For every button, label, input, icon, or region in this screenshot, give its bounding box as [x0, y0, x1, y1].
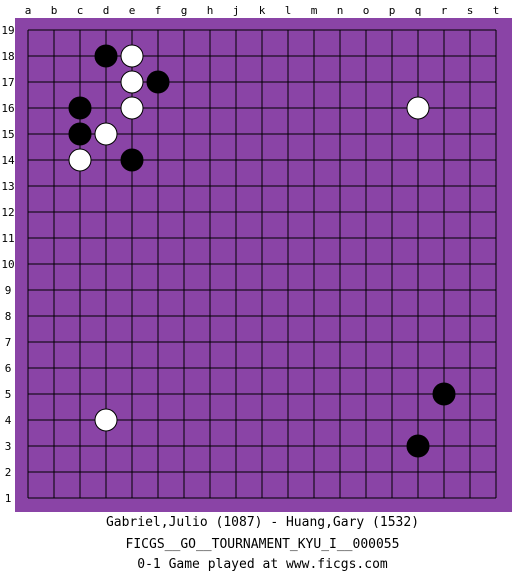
row-label: 3: [5, 440, 12, 453]
white-stone-e18: [120, 44, 144, 68]
column-label: d: [103, 4, 110, 17]
black-stone-d18: [94, 44, 118, 68]
column-label: q: [415, 4, 422, 17]
row-label: 13: [1, 180, 14, 193]
row-label: 8: [5, 310, 12, 323]
result-caption: 0-1 Game played at www.ficgs.com: [137, 557, 388, 572]
column-label: f: [155, 4, 162, 17]
row-label: 19: [1, 24, 14, 37]
row-label: 1: [5, 492, 12, 505]
column-label: p: [389, 4, 396, 17]
players-caption: Gabriel,Julio (1087) - Huang,Gary (1532): [105, 515, 420, 530]
white-stone-e16: [120, 96, 144, 120]
column-label: h: [207, 4, 214, 17]
row-label: 2: [5, 466, 12, 479]
column-label: e: [129, 4, 136, 17]
column-label: k: [259, 4, 266, 17]
black-stone-c16: [68, 96, 92, 120]
column-label: o: [363, 4, 370, 17]
white-stone-c14: [68, 148, 92, 172]
column-label: n: [337, 4, 344, 17]
column-label: m: [311, 4, 318, 17]
column-label: b: [51, 4, 58, 17]
black-stone-r5: [432, 382, 456, 406]
row-label: 9: [5, 284, 12, 297]
go-board: a b c d e f g h j k l m n o p q r s t191817161514131211109…: [1, 4, 512, 512]
column-label: s: [467, 4, 474, 17]
row-label: 7: [5, 336, 12, 349]
row-label: 5: [5, 388, 12, 401]
event-caption: FICGS__GO__TOURNAMENT_KYU_I__000055: [125, 537, 400, 552]
row-label: 18: [1, 50, 14, 63]
black-stone-f17: [146, 70, 170, 94]
black-stone-c15: [68, 122, 92, 146]
board-panel: [15, 18, 512, 512]
column-label: l: [285, 4, 292, 17]
row-label: 10: [1, 258, 14, 271]
white-stone-e17: [120, 70, 144, 94]
row-label: 17: [1, 76, 14, 89]
black-stone-e14: [120, 148, 144, 172]
column-label: c: [77, 4, 84, 17]
row-label: 6: [5, 362, 12, 375]
row-label: 14: [1, 154, 15, 167]
row-label: 16: [1, 102, 14, 115]
column-label: g: [181, 4, 188, 17]
white-stone-q16: [406, 96, 430, 120]
row-label: 11: [1, 232, 14, 245]
column-label: j: [233, 4, 240, 17]
row-label: 15: [1, 128, 14, 141]
column-label: a: [25, 4, 32, 17]
row-label: 4: [5, 414, 12, 427]
row-label: 12: [1, 206, 14, 219]
black-stone-q3: [406, 434, 430, 458]
white-stone-d15: [94, 122, 118, 146]
white-stone-d4: [94, 408, 118, 432]
column-label: t: [493, 4, 500, 17]
column-label: r: [441, 4, 448, 17]
